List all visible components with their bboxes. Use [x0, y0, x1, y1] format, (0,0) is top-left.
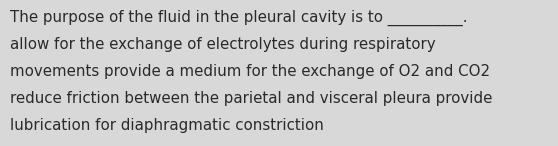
Text: allow for the exchange of electrolytes during respiratory: allow for the exchange of electrolytes d…	[10, 37, 436, 52]
Text: The purpose of the fluid in the pleural cavity is to __________.: The purpose of the fluid in the pleural …	[10, 10, 468, 26]
Text: lubrication for diaphragmatic constriction: lubrication for diaphragmatic constricti…	[10, 118, 324, 133]
Text: reduce friction between the parietal and visceral pleura provide: reduce friction between the parietal and…	[10, 91, 492, 106]
Text: movements provide a medium for the exchange of O2 and CO2: movements provide a medium for the excha…	[10, 64, 490, 79]
